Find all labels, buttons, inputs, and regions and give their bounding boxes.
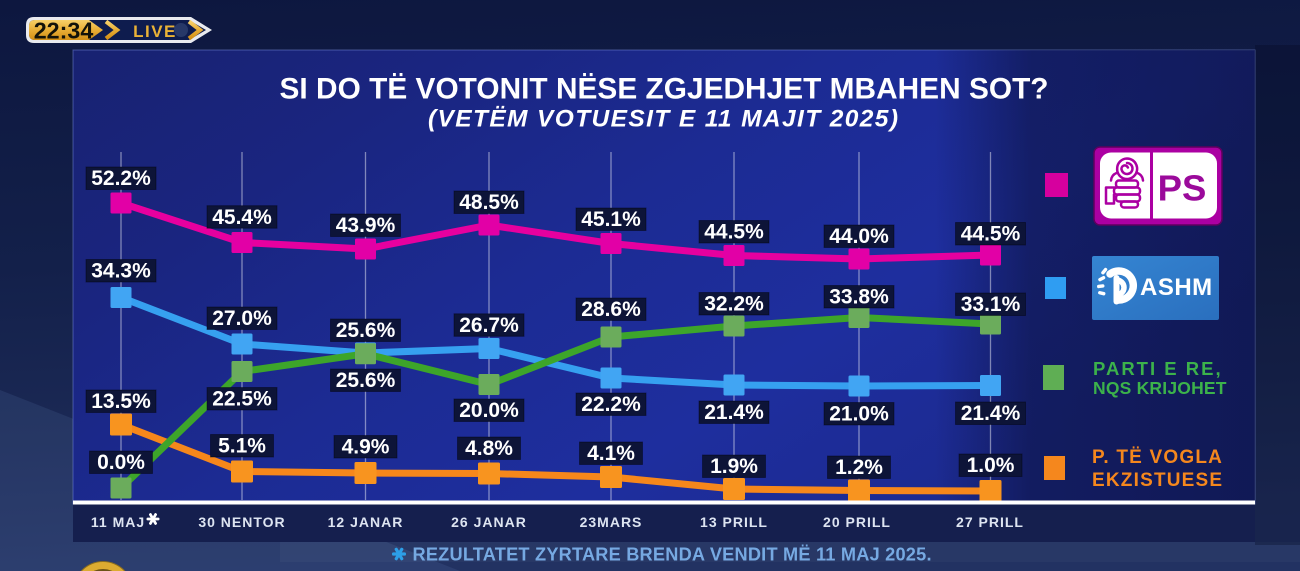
- svg-text:1.0%: 1.0%: [967, 454, 1015, 477]
- svg-text:22.5%: 22.5%: [212, 388, 272, 411]
- svg-text:22.2%: 22.2%: [581, 393, 641, 416]
- svg-text:LIVE: LIVE: [133, 22, 177, 41]
- svg-text:45.4%: 45.4%: [212, 206, 272, 229]
- svg-text:REZULTATET ZYRTARE BRENDA VEND: REZULTATET ZYRTARE BRENDA VENDIT MË 11 M…: [413, 545, 932, 565]
- svg-text:27 PRILL: 27 PRILL: [956, 514, 1024, 530]
- svg-text:PARTI E RE,: PARTI E RE,: [1093, 358, 1223, 379]
- svg-text:28.6%: 28.6%: [581, 298, 641, 321]
- svg-text:21.0%: 21.0%: [829, 403, 889, 426]
- svg-text:52.2%: 52.2%: [91, 167, 151, 190]
- svg-text:48.5%: 48.5%: [459, 191, 519, 214]
- svg-text:30 NENTOR: 30 NENTOR: [198, 514, 285, 530]
- svg-text:25.6%: 25.6%: [336, 369, 396, 392]
- svg-text:33.8%: 33.8%: [829, 286, 889, 309]
- svg-text:EKZISTUESE: EKZISTUESE: [1092, 470, 1223, 491]
- svg-text:1.2%: 1.2%: [835, 456, 883, 479]
- svg-text:20.0%: 20.0%: [459, 399, 519, 422]
- svg-text:33.1%: 33.1%: [961, 293, 1021, 316]
- svg-text:25.6%: 25.6%: [336, 319, 396, 342]
- svg-text:4.1%: 4.1%: [587, 442, 635, 465]
- svg-text:34.3%: 34.3%: [91, 260, 151, 283]
- svg-text:(VETËM VOTUESIT E 11 MAJIT 202: (VETËM VOTUESIT E 11 MAJIT 2025): [428, 106, 898, 133]
- svg-text:12 JANAR: 12 JANAR: [328, 514, 404, 530]
- svg-text:PS: PS: [1158, 167, 1207, 208]
- svg-text:NQS KRIJOHET: NQS KRIJOHET: [1093, 378, 1227, 398]
- svg-text:44.5%: 44.5%: [961, 223, 1021, 246]
- svg-text:0.0%: 0.0%: [97, 451, 145, 474]
- svg-text:43.9%: 43.9%: [336, 214, 396, 237]
- svg-text:ASHM: ASHM: [1140, 274, 1213, 301]
- svg-text:5.1%: 5.1%: [218, 435, 266, 458]
- svg-text:20 PRILL: 20 PRILL: [823, 514, 891, 530]
- svg-text:22:34: 22:34: [34, 17, 94, 43]
- svg-text:45.1%: 45.1%: [581, 208, 641, 231]
- svg-text:26 JANAR: 26 JANAR: [451, 514, 527, 530]
- svg-text:23MARS: 23MARS: [580, 514, 643, 530]
- svg-text:11 MAJ: 11 MAJ: [91, 514, 145, 530]
- svg-text:27.0%: 27.0%: [212, 307, 272, 330]
- svg-text:44.5%: 44.5%: [704, 221, 764, 244]
- svg-text:32.2%: 32.2%: [704, 293, 764, 316]
- svg-text:44.0%: 44.0%: [829, 225, 889, 248]
- svg-text:4.8%: 4.8%: [465, 437, 513, 460]
- svg-text:4.9%: 4.9%: [342, 436, 390, 459]
- svg-text:21.4%: 21.4%: [961, 402, 1021, 425]
- svg-text:13 PRILL: 13 PRILL: [700, 514, 768, 530]
- svg-text:1.9%: 1.9%: [710, 455, 758, 478]
- svg-text:SI DO TË VOTONIT NËSE ZGJEDHJE: SI DO TË VOTONIT NËSE ZGJEDHJET MBAHEN S…: [280, 73, 1049, 106]
- svg-text:26.7%: 26.7%: [459, 314, 519, 337]
- svg-text:21.4%: 21.4%: [704, 401, 764, 424]
- svg-text:P. TË VOGLA: P. TË VOGLA: [1092, 447, 1223, 468]
- svg-text:13.5%: 13.5%: [91, 390, 151, 413]
